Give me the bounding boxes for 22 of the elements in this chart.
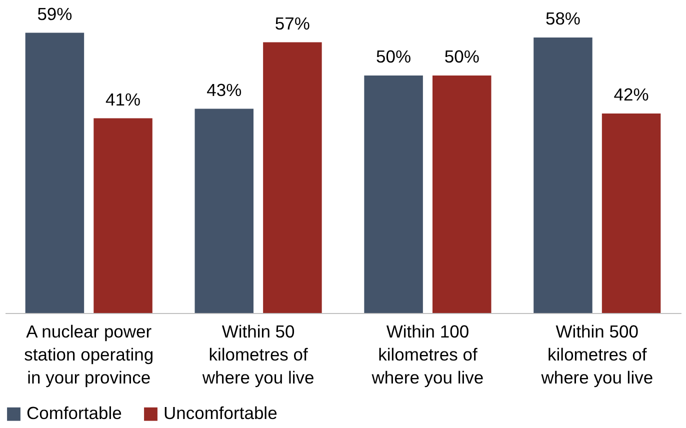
data-label: 59% [37,4,72,24]
bar [194,108,254,313]
x-tick-label: A nuclear power station operating in your province [24,322,154,388]
x-tick-label: Within 50 kilometres of where you live [201,322,314,388]
x-tick-label: Within 100 kilometres of where you live [370,322,484,388]
data-label: 41% [106,89,141,110]
bar [263,42,322,313]
x-tick-label: Within 500 kilometres of where you live [540,322,654,388]
bar [364,76,423,313]
data-label: 57% [274,13,310,34]
data-label: 58% [545,8,580,28]
data-label: 43% [206,80,242,100]
bar [94,118,152,313]
legend-label: Comfortable [26,403,122,424]
bar [602,114,661,313]
bar [432,76,492,313]
data-label: 42% [614,84,649,104]
legend-label: Uncomfortable [164,403,278,424]
data-label: 50% [444,46,480,66]
bar [25,32,84,313]
bar [534,38,592,313]
data-label: 50% [376,46,412,66]
